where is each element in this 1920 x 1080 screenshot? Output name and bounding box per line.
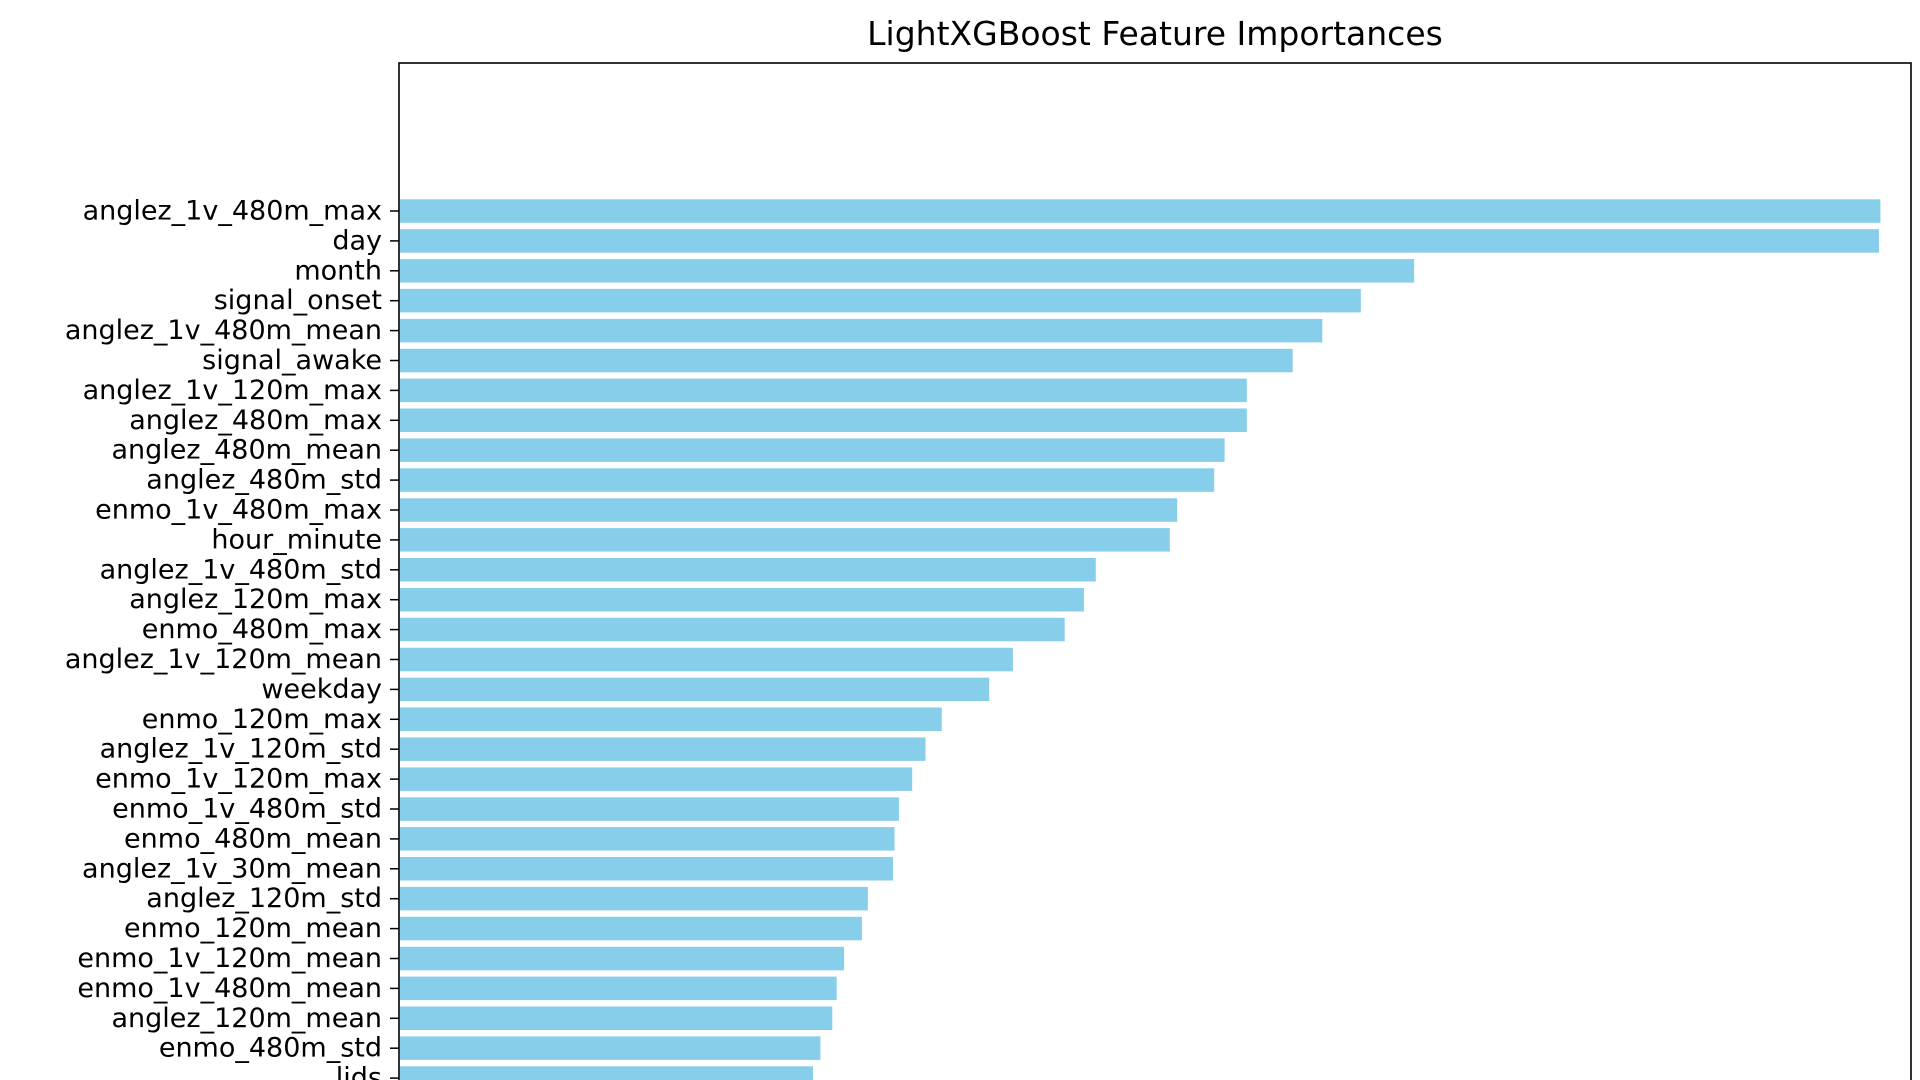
y-tick-label: weekday	[261, 674, 382, 705]
y-tick-label: enmo_1v_120m_max	[95, 764, 382, 795]
y-tick-label: day	[332, 225, 382, 256]
bar-anglez-480m-mean	[400, 438, 1225, 462]
bar-month	[400, 259, 1415, 283]
y-tick-label: signal_awake	[202, 345, 382, 376]
y-tick-label: anglez_1v_120m_max	[83, 375, 382, 406]
y-tick-label: anglez_120m_std	[146, 883, 382, 914]
bar-anglez-1v-120m-mean	[400, 647, 1013, 672]
y-tick-label: enmo_480m_mean	[124, 823, 382, 854]
bar-hour-minute	[400, 528, 1170, 552]
chart-title: LightXGBoost Feature Importances	[867, 14, 1443, 53]
bar-anglez-1v-120m-std	[400, 737, 926, 761]
bar-enmo-1v-120m-max	[400, 767, 913, 791]
y-tick-label: anglez_480m_mean	[112, 435, 383, 466]
bar-signal-onset	[400, 288, 1361, 313]
bar-anglez-1v-480m-mean	[400, 318, 1323, 343]
y-tick-label: enmo_480m_std	[159, 1033, 382, 1064]
bar-weekday	[400, 677, 990, 702]
y-tick-label: signal_onset	[214, 285, 382, 316]
bar-anglez-1v-30m-mean	[400, 857, 893, 881]
bar-enmo-1v-120m-mean	[400, 946, 845, 971]
bar-anglez-120m-mean	[400, 1006, 833, 1030]
y-tick-label: enmo_120m_max	[142, 704, 382, 735]
y-tick-label: enmo_1v_120m_mean	[77, 943, 382, 974]
plot-frame	[398, 62, 1912, 1080]
y-tick-label: enmo_120m_mean	[124, 913, 382, 944]
y-tick-label: enmo_480m_max	[142, 614, 382, 645]
bar-lids	[400, 1066, 813, 1080]
bar-enmo-120m-max	[400, 707, 942, 731]
y-tick-label: month	[294, 255, 382, 286]
bar-day	[400, 229, 1879, 253]
y-tick-label: anglez_480m_std	[146, 465, 382, 496]
bar-anglez-480m-max	[400, 408, 1247, 432]
bar-enmo-120m-mean	[400, 916, 862, 941]
y-tick-label: anglez_1v_480m_std	[100, 554, 382, 585]
y-tick-label: enmo_1v_480m_mean	[77, 973, 382, 1004]
y-tick-label: anglez_120m_max	[129, 584, 382, 615]
y-axis-ticks: anglez_1v_480m_maxdaymonthsignal_onsetan…	[65, 196, 399, 1080]
bar-anglez-1v-480m-std	[400, 558, 1096, 582]
bar-anglez-480m-std	[400, 468, 1215, 492]
y-tick-label: enmo_1v_480m_std	[112, 794, 382, 825]
bar-enmo-1v-480m-std	[400, 797, 899, 821]
y-tick-label: anglez_480m_max	[129, 405, 382, 436]
y-tick-label: anglez_1v_480m_mean	[65, 315, 382, 346]
y-tick-label: anglez_1v_120m_mean	[65, 644, 382, 675]
bar-anglez-120m-std	[400, 886, 868, 911]
y-tick-label: enmo_1v_480m_max	[95, 495, 382, 526]
y-tick-label: anglez_120m_mean	[112, 1003, 383, 1034]
bar-anglez-1v-120m-max	[400, 378, 1247, 403]
y-tick-label: lids	[336, 1063, 382, 1080]
bar-enmo-480m-mean	[400, 827, 895, 851]
bar-enmo-1v-480m-mean	[400, 976, 837, 1001]
bar-anglez-120m-max	[400, 588, 1084, 612]
bar-anglez-1v-480m-max	[400, 199, 1881, 223]
bar-enmo-1v-480m-max	[400, 498, 1178, 522]
y-tick-label: anglez_1v_120m_std	[100, 734, 382, 765]
bars-group	[400, 199, 1881, 1080]
bar-signal-awake	[400, 348, 1293, 373]
y-tick-label: hour_minute	[211, 524, 382, 555]
bar-enmo-480m-std	[400, 1036, 821, 1060]
y-tick-label: anglez_1v_30m_mean	[82, 853, 382, 884]
bar-enmo-480m-max	[400, 617, 1065, 642]
y-tick-label: anglez_1v_480m_max	[83, 196, 382, 227]
